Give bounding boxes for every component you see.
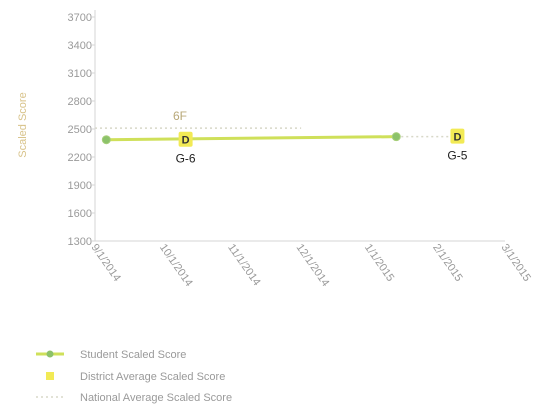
grade-label: G-5: [447, 149, 467, 163]
x-tick-label: 12/1/2014: [294, 242, 332, 289]
y-tick-label: 2200: [68, 152, 92, 164]
x-tick-label: 3/1/2015: [499, 242, 533, 284]
plot-area: 6F D G-6 D G-5: [95, 109, 468, 166]
legend-student-label: Student Scaled Score: [80, 349, 186, 361]
x-tick-label: 11/1/2014: [225, 242, 262, 288]
district-average-marker: [450, 128, 465, 144]
y-tick-label: 3400: [68, 40, 92, 52]
legend-district-swatch: [46, 372, 54, 380]
y-tick-label: 2500: [68, 124, 92, 136]
y-tick-label: 1600: [68, 208, 92, 220]
grade-label: G-6: [176, 152, 196, 166]
district-marker-letter: D: [182, 135, 190, 147]
national-average-label: 6F: [173, 109, 187, 123]
student-score-point: [101, 135, 111, 145]
y-axis-label: Scaled Score: [17, 92, 29, 157]
legend-student-swatch-point: [46, 350, 54, 358]
legend-national-label: National Average Scaled Score: [80, 392, 232, 404]
x-tick-label: 9/1/2014: [89, 242, 123, 284]
legend-district-label: District Average Scaled Score: [80, 371, 225, 383]
x-tick-label: 1/1/2015: [362, 242, 396, 284]
y-tick-label: 2800: [68, 96, 92, 108]
student-score-line: [106, 135, 397, 142]
district-average-marker: [178, 131, 193, 147]
y-tick-label: 3100: [68, 68, 92, 80]
y-tick-label: 1300: [68, 236, 92, 248]
chart-legend: Student Scaled Score District Average Sca…: [36, 349, 232, 404]
y-axis-ticks: 1300 1600 1900 2200 2500 2800 3100 3400 3700: [68, 12, 95, 248]
x-axis-ticks: 9/1/2014 10/1/2014 11/1/2014 12/1/2014 1/1/2…: [89, 242, 533, 289]
x-tick-label: 10/1/2014: [157, 242, 195, 289]
district-marker-letter: D: [453, 132, 461, 144]
student-score-point: [391, 132, 401, 142]
x-tick-label: 2/1/2015: [430, 242, 464, 284]
y-tick-label: 3700: [68, 12, 92, 24]
y-tick-label: 1900: [68, 180, 92, 192]
